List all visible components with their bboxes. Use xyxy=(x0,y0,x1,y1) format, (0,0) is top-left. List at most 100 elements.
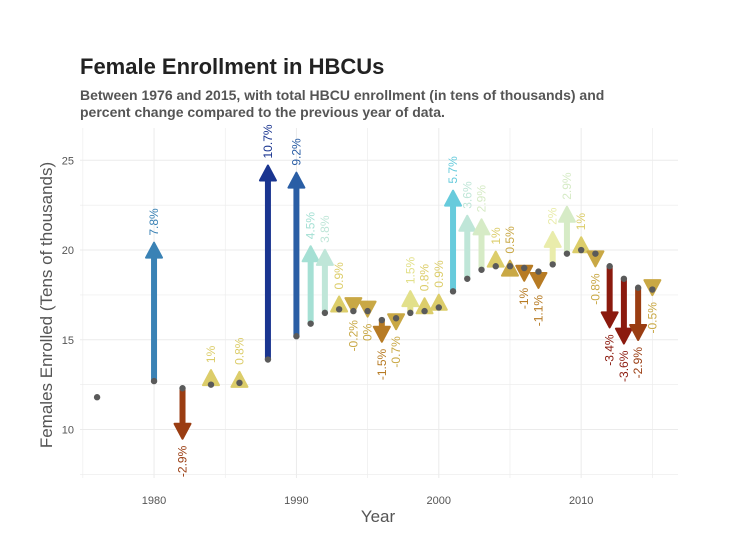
female-point xyxy=(307,320,314,327)
female-point xyxy=(521,264,528,272)
percent-label: 1% xyxy=(574,213,588,231)
female-point xyxy=(449,288,457,295)
percent-label: -0.8% xyxy=(588,273,602,305)
percent-label: -1.5% xyxy=(375,348,389,380)
arrow-head xyxy=(444,189,463,207)
percent-label: 3.6% xyxy=(460,181,474,209)
arrow-head xyxy=(287,171,306,189)
percent-label: 5.7% xyxy=(446,156,460,184)
x-tick-label: 1990 xyxy=(284,495,308,507)
percent-label: 1.5% xyxy=(403,256,417,284)
percent-label: 0.5% xyxy=(503,226,517,254)
percent-label: 10.7% xyxy=(261,124,275,158)
x-tick-label: 1980 xyxy=(142,495,166,507)
chart-subtitle-line-2: percent change compared to the previous … xyxy=(80,104,445,120)
female-point xyxy=(649,286,656,293)
y-tick-label: 20 xyxy=(62,245,74,257)
percent-label: -0.7% xyxy=(389,336,403,368)
arrow-head xyxy=(600,311,619,329)
female-point xyxy=(150,377,158,385)
percent-label: -3.6% xyxy=(617,350,631,382)
x-tick-label: 2000 xyxy=(427,495,451,507)
percent-label: 2.9% xyxy=(475,185,489,213)
female-point xyxy=(179,385,186,392)
female-point xyxy=(350,307,357,315)
percent-label: 0.8% xyxy=(418,264,432,292)
female-point xyxy=(549,261,556,268)
percent-label: 0.8% xyxy=(232,337,246,365)
female-point xyxy=(606,263,613,270)
percent-label: 1% xyxy=(489,227,503,245)
arrow-head xyxy=(301,245,320,263)
female-point xyxy=(464,275,471,282)
percent-label: 4.5% xyxy=(304,212,318,240)
female-point xyxy=(321,309,329,317)
female-point xyxy=(378,316,386,324)
y-axis-title: Females Enrolled (Tens of thousands) xyxy=(37,162,56,448)
percent-label: -1.1% xyxy=(531,295,545,327)
arrow-head xyxy=(543,230,562,248)
arrow-head xyxy=(372,325,391,343)
percent-label: -3.4% xyxy=(603,334,617,366)
female-point xyxy=(592,250,599,257)
percent-label: 0% xyxy=(361,323,375,341)
percent-label: -2.9% xyxy=(176,445,190,477)
female-point xyxy=(207,381,215,388)
female-point xyxy=(364,307,371,315)
arrow-head xyxy=(614,327,633,345)
percent-labels: 7.8% -2.9% 1% 0.8% 10.7% 9.2% 4.5% 3.8% 0.9% -0.2… xyxy=(147,124,659,477)
arrow-head xyxy=(529,271,548,289)
percent-label: -0.5% xyxy=(645,302,659,334)
female-point xyxy=(478,266,485,273)
female-point xyxy=(421,307,428,315)
female-points xyxy=(93,246,656,401)
x-tick-label: 2010 xyxy=(569,495,593,507)
y-tick-label: 25 xyxy=(62,155,74,167)
chart-title: Female Enrollment in HBCUs xyxy=(80,54,384,79)
arrow-head xyxy=(401,290,420,308)
arrow-head xyxy=(315,248,334,266)
percent-label: -1% xyxy=(517,287,531,309)
y-tick-label: 10 xyxy=(62,425,74,437)
percent-label: -2.9% xyxy=(631,347,645,379)
x-axis-title: Year xyxy=(361,507,396,526)
female-point xyxy=(563,250,571,257)
female-point xyxy=(435,304,442,311)
female-point xyxy=(506,263,514,270)
arrow-head xyxy=(387,313,406,331)
arrow-head xyxy=(344,297,363,315)
percent-label: 3.8% xyxy=(318,215,332,243)
chart-subtitle-line-1: Between 1976 and 2015, with total HBCU e… xyxy=(80,87,604,103)
arrow-head xyxy=(629,324,648,341)
arrow-head xyxy=(258,164,277,182)
arrows xyxy=(145,164,662,440)
female-point xyxy=(93,394,101,401)
arrow-head xyxy=(557,205,576,223)
female-point xyxy=(577,246,585,254)
percent-label: 1% xyxy=(204,345,218,363)
percent-label: 9.2% xyxy=(289,138,303,166)
percent-label: 2% xyxy=(546,207,560,225)
female-point xyxy=(407,309,414,317)
percent-label: 7.8% xyxy=(147,208,161,236)
female-point xyxy=(264,356,272,363)
percent-label: 0.9% xyxy=(332,262,346,290)
arrow-head xyxy=(230,370,249,388)
arrow-head xyxy=(173,422,192,440)
y-tick-label: 15 xyxy=(62,335,74,347)
female-point xyxy=(236,379,243,387)
percent-label: 2.9% xyxy=(560,172,574,200)
arrow-head xyxy=(145,241,164,259)
arrow-head xyxy=(472,218,491,236)
female-point xyxy=(620,275,628,282)
arrow-head xyxy=(458,214,477,232)
female-point xyxy=(392,315,400,322)
female-point xyxy=(293,333,300,340)
female-point xyxy=(634,284,642,291)
percent-label: 0.9% xyxy=(432,260,446,288)
female-point xyxy=(492,263,499,270)
female-point xyxy=(335,306,343,313)
percent-label: -0.2% xyxy=(346,320,360,352)
